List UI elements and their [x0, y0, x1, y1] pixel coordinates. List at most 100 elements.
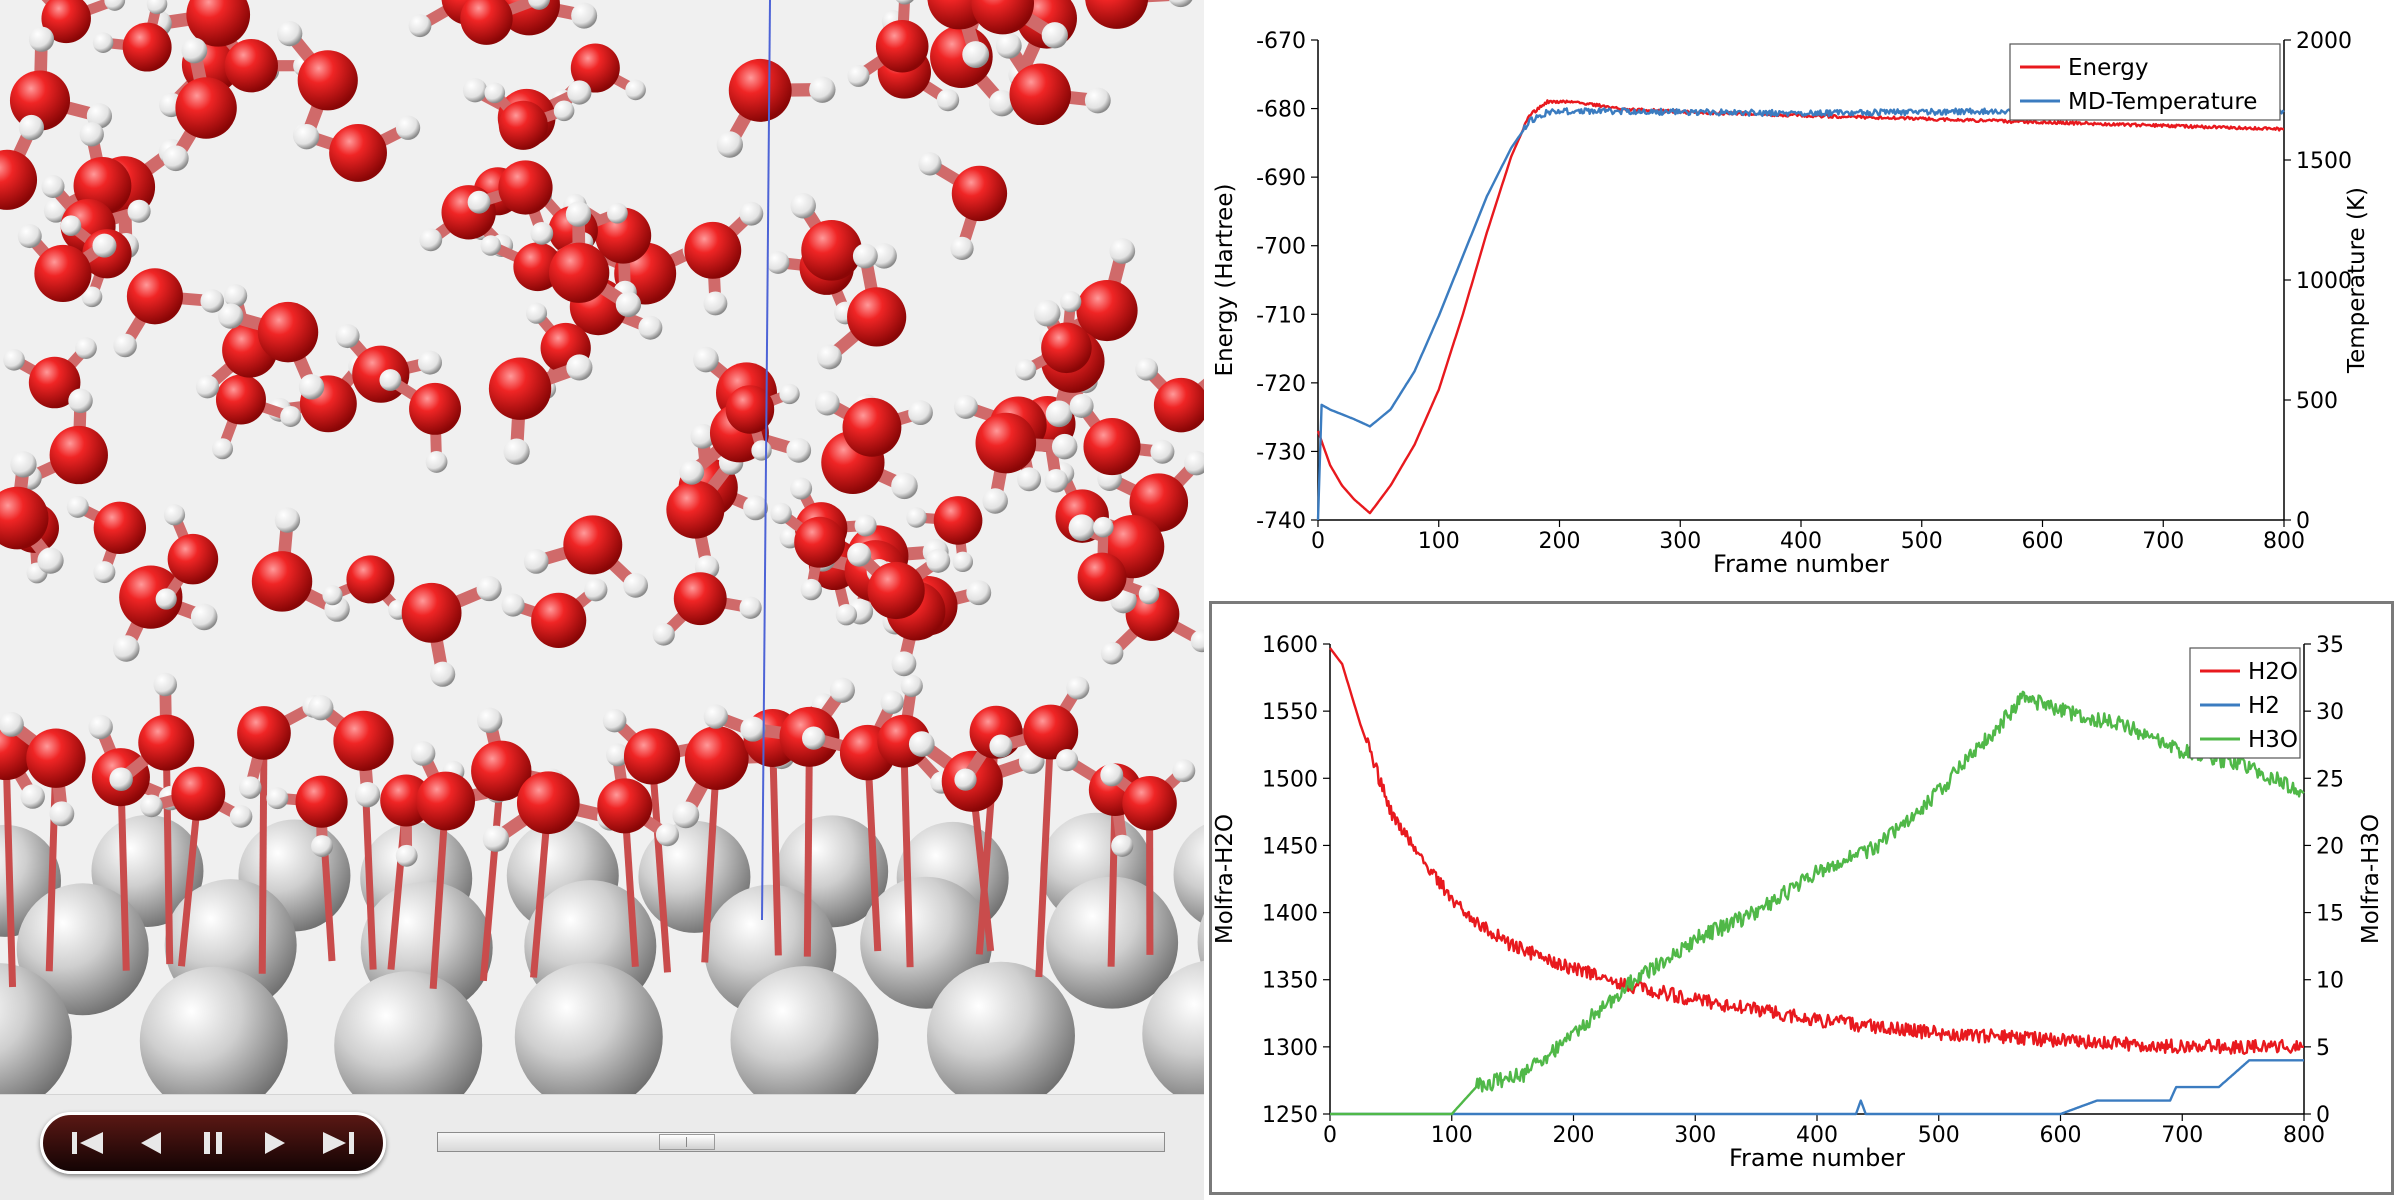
- skip-to-end-button[interactable]: [312, 1121, 364, 1165]
- hydrogen-atom: [156, 588, 177, 609]
- oxygen-atom: [50, 426, 108, 484]
- legend-entry: H2O: [2248, 659, 2298, 685]
- oxygen-atom: [489, 358, 551, 420]
- oxygen-atom: [624, 728, 680, 784]
- step-forward-button[interactable]: [249, 1121, 301, 1165]
- molecule-scene[interactable]: [0, 0, 1204, 1094]
- skip-to-start-button[interactable]: [62, 1121, 114, 1165]
- y-tick-label: -740: [1256, 509, 1306, 534]
- water-molecule: [93, 0, 172, 72]
- y-tick-label: -670: [1256, 29, 1306, 54]
- hydrogen-atom: [1101, 642, 1124, 665]
- hydrogen-atom: [1167, 0, 1194, 7]
- hydrogen-atom: [396, 116, 420, 140]
- hydrogen-atom: [836, 604, 857, 625]
- water-molecule: [1135, 358, 1204, 433]
- hydrogen-atom: [1056, 749, 1078, 771]
- oxygen-atom: [876, 20, 929, 73]
- hydrogen-atom: [892, 651, 917, 676]
- hydrogen-atom: [299, 374, 324, 399]
- timeline-thumb[interactable]: [659, 1134, 715, 1150]
- pause-button[interactable]: [187, 1121, 239, 1165]
- hydrogen-atom: [477, 708, 502, 733]
- hydrogen-atom: [468, 191, 491, 214]
- y2-tick-label: 500: [2296, 389, 2338, 414]
- hydrogen-atom: [638, 316, 662, 340]
- oxygen-atom: [499, 101, 548, 150]
- water-molecule: [684, 202, 763, 316]
- oxygen-atom: [0, 150, 37, 210]
- hydrogen-atom: [418, 351, 442, 375]
- oxygen-atom: [298, 50, 358, 110]
- skip-start-icon: [69, 1129, 107, 1157]
- hydrogen-atom: [1015, 359, 1036, 380]
- oxygen-atom: [549, 243, 609, 303]
- legend-entry: H3O: [2248, 727, 2298, 753]
- oxygen-atom: [329, 124, 387, 182]
- oxygen-atom: [1083, 418, 1140, 475]
- oxygen-atom: [934, 496, 983, 545]
- hydrogen-atom: [477, 576, 502, 601]
- hydrogen-atom: [212, 438, 233, 459]
- oxygen-atom: [1122, 776, 1177, 831]
- oxygen-atom: [416, 772, 475, 831]
- playback-controls: [40, 1112, 386, 1174]
- hydrogen-atom: [607, 203, 628, 224]
- oxygen-atom: [531, 593, 586, 648]
- x-tick-label: 500: [1901, 529, 1943, 554]
- oxygen-atom: [94, 502, 146, 554]
- hydrogen-atom: [88, 715, 112, 739]
- hydrogen-atom: [1085, 88, 1111, 114]
- series-line-h2o: [1330, 648, 2304, 1054]
- y-tick-label: -730: [1256, 440, 1306, 465]
- timeline-slider[interactable]: [437, 1132, 1165, 1152]
- x-tick-label: 100: [1431, 1123, 1473, 1148]
- hydrogen-atom: [1150, 440, 1174, 464]
- oxygen-atom: [674, 572, 727, 625]
- hydrogen-atom: [989, 735, 1012, 758]
- oxygen-atom: [801, 220, 862, 281]
- hydrogen-atom: [770, 503, 791, 524]
- hydrogen-atom: [20, 784, 44, 808]
- oxygen-atom: [685, 726, 749, 790]
- y2-tick-label: 1500: [2296, 149, 2352, 174]
- oxygen-atom: [346, 555, 394, 603]
- oxygen-atom: [168, 534, 219, 585]
- hydrogen-atom: [92, 234, 116, 258]
- hydrogen-atom: [10, 451, 36, 477]
- hydrogen-atom: [830, 678, 855, 703]
- y-tick-label: -690: [1256, 166, 1306, 191]
- oxygen-atom: [843, 398, 902, 457]
- oxygen-atom: [441, 185, 495, 239]
- y2-tick-label: 20: [2316, 834, 2344, 859]
- y-tick-label: -710: [1256, 303, 1306, 328]
- hydrogen-atom: [181, 38, 207, 64]
- hydrogen-atom: [3, 349, 25, 371]
- hydrogen-atom: [739, 202, 763, 226]
- hydrogen-atom: [109, 767, 133, 791]
- hydrogen-atom: [739, 597, 761, 619]
- hydrogen-atom: [530, 222, 553, 245]
- x-tick-label: 700: [2142, 529, 2184, 554]
- hydrogen-atom: [164, 504, 185, 525]
- hydrogen-atom: [1100, 763, 1123, 786]
- water-molecule: [0, 115, 44, 210]
- hydrogen-atom: [311, 835, 333, 857]
- water-molecule: [489, 354, 593, 464]
- hydrogen-atom: [239, 776, 262, 799]
- hydrogen-atom: [426, 451, 448, 473]
- hydrogen-atom: [19, 115, 44, 140]
- series-line-energy: [1318, 100, 2284, 513]
- y-tick-label: 1500: [1262, 767, 1318, 792]
- water-molecule: [156, 504, 219, 609]
- step-back-button[interactable]: [125, 1121, 177, 1165]
- oxygen-atom: [1085, 0, 1148, 29]
- oxygen-atom: [252, 551, 312, 611]
- legend-entry: H2: [2248, 693, 2280, 719]
- molecular-viewer-panel[interactable]: [0, 0, 1204, 1200]
- oxygen-atom: [952, 166, 1007, 221]
- y-tick-label: 1450: [1262, 834, 1318, 859]
